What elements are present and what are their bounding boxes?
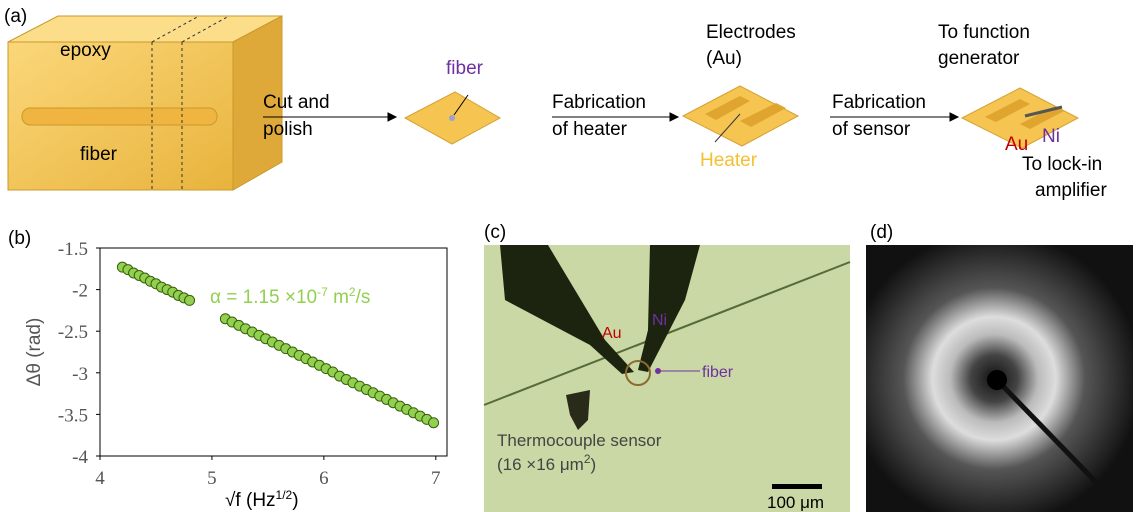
x-tick-label: 7 <box>431 468 441 489</box>
label: Electrodes <box>706 22 796 43</box>
label: fiber <box>702 364 734 381</box>
scale-label: 100 μm <box>767 493 824 512</box>
label: of sensor <box>832 119 911 140</box>
label: polish <box>263 119 313 140</box>
point <box>429 418 439 428</box>
text-part: √f (Hz <box>225 490 276 511</box>
label: fiber <box>446 58 484 79</box>
text-part: α = 1.15 ×10 <box>210 287 317 308</box>
label: (16 ×16 μm2) <box>497 452 596 474</box>
y-tick-label: -4 <box>72 447 88 468</box>
label: To function <box>938 22 1030 43</box>
label: Ni <box>652 312 667 329</box>
text-part: 1/2 <box>276 488 293 502</box>
y-tick-label: -2 <box>72 281 88 302</box>
y-tick-label: -3.5 <box>58 405 88 426</box>
label: Ni <box>1042 126 1060 147</box>
scale-bar <box>772 484 822 489</box>
x-tick-label: 5 <box>207 468 217 489</box>
label: generator <box>938 48 1020 69</box>
label: amplifier <box>1035 180 1107 201</box>
y-tick-label: -2.5 <box>58 322 88 343</box>
text-part: ) <box>292 490 298 511</box>
y-axis-label: Δθ (rad) <box>24 318 45 387</box>
label: Au <box>602 325 622 342</box>
label: Fabrication <box>552 92 646 113</box>
label: Fabrication <box>832 92 926 113</box>
text-part: -7 <box>317 285 328 299</box>
label: epoxy <box>60 40 111 61</box>
epoxy-block <box>8 16 282 190</box>
y-tick-label: -3 <box>72 364 88 385</box>
plot: -4 -3.5 -3 -2.5 -2 -1.5 4 5 6 7 <box>58 239 441 489</box>
label: Heater <box>700 150 758 171</box>
label: Cut and <box>263 92 330 113</box>
annotation: α = 1.15 ×10-7 m2/s <box>210 285 370 308</box>
x-tick-label: 6 <box>319 468 329 489</box>
text-part: m <box>328 287 349 308</box>
panel-label: (a) <box>4 6 27 27</box>
panel-label: (d) <box>870 222 893 243</box>
text-part: (16 ×16 μm <box>497 455 584 474</box>
substrate <box>683 86 798 146</box>
y-tick-label: -1.5 <box>58 239 88 260</box>
panel-label: (b) <box>8 228 31 249</box>
x-tick-label: 4 <box>95 468 105 489</box>
label: fiber <box>80 144 118 165</box>
label: (Au) <box>706 48 742 69</box>
figure: (a) (b) (c) (d) epoxy fiber Cut and poli… <box>0 0 1137 512</box>
label: Au <box>1005 134 1028 155</box>
text-part: ) <box>591 455 597 474</box>
point <box>185 295 195 305</box>
panel-label: (c) <box>484 222 506 243</box>
label: To lock-in <box>1022 154 1102 175</box>
label: of heater <box>552 119 628 140</box>
x-axis-label: √f (Hz1/2) <box>225 488 299 511</box>
text-part: /s <box>356 287 371 308</box>
label: Thermocouple sensor <box>497 431 662 450</box>
